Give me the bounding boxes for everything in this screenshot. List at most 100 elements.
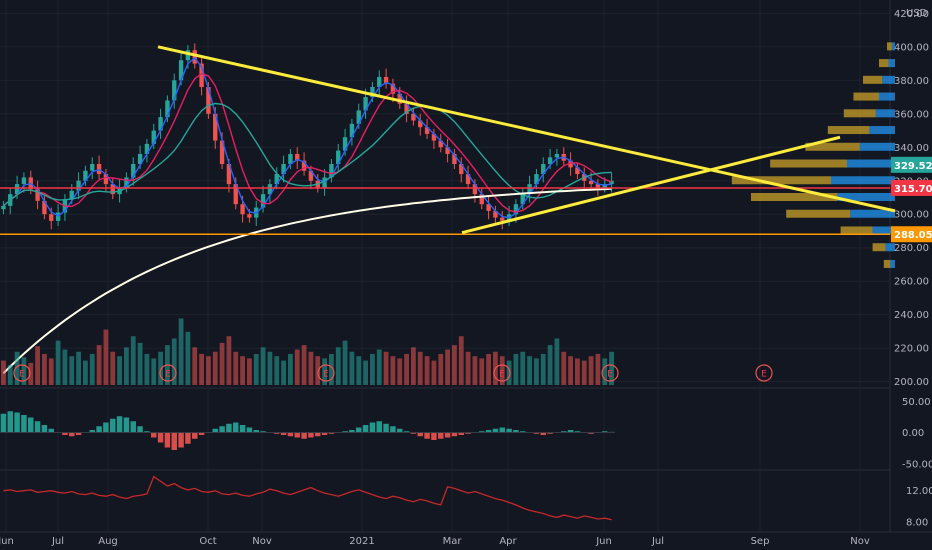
candle-body (233, 184, 238, 205)
macd-bar (383, 423, 389, 433)
volume-bar (486, 353, 491, 385)
ma-mid-line (2, 72, 612, 213)
candle-body (418, 120, 423, 128)
volatility-tick-label: 12.00 (906, 486, 932, 497)
macd-bar (485, 430, 492, 433)
volume-bar (294, 349, 300, 385)
candle-body (397, 93, 402, 104)
volume-bar (48, 358, 54, 385)
macd-bar (239, 425, 246, 433)
volume-bar (479, 358, 485, 385)
volume-bar (7, 365, 13, 385)
volume-bar (76, 351, 81, 385)
volume-bar (206, 356, 211, 385)
candle-body (500, 217, 505, 221)
macd-bar (89, 430, 95, 433)
time-tick-label: Sep (751, 536, 770, 547)
candle-body (49, 214, 54, 221)
volume-bar (417, 351, 423, 385)
time-tick-label: Jun (595, 536, 612, 547)
price-tick-label: 380.00 (894, 76, 929, 87)
volume-profile-up-bar (847, 159, 895, 168)
macd-bar (28, 417, 34, 433)
candle-body (144, 143, 150, 154)
candle-body (301, 160, 307, 171)
volume-profile-down-bar (887, 42, 892, 51)
volume-profile-up-bar (888, 59, 895, 68)
volume-bar (342, 340, 348, 385)
macd-bar (465, 432, 471, 434)
volume-bar (124, 347, 129, 385)
macd-bar (547, 432, 553, 434)
price-tick-label: 280.00 (894, 243, 929, 254)
candle-body (240, 204, 245, 215)
candle-body (493, 210, 498, 218)
volume-bar (247, 358, 252, 385)
volume-bar (431, 360, 437, 385)
earnings-marker (493, 364, 511, 382)
candle-body (308, 170, 314, 181)
volume-bar (28, 362, 34, 385)
volume-bar (89, 353, 95, 385)
volatility-tick-label: 8.00 (906, 518, 928, 529)
volume-bar (575, 358, 580, 385)
volume-profile-down-bar (853, 92, 879, 101)
macd-bar (103, 422, 109, 433)
macd-tick-label: 50.00 (902, 397, 931, 408)
volume-bar (383, 351, 389, 385)
volume-profile-down-bar (805, 142, 860, 151)
macd-bar (362, 425, 369, 433)
macd-bar (137, 426, 143, 433)
volume-bar (151, 358, 157, 385)
candle-body (1, 205, 6, 210)
candle-body (21, 177, 27, 185)
candle-body (124, 177, 129, 188)
candle-body (213, 113, 218, 141)
macd-bar (540, 432, 546, 435)
macd-bar (14, 412, 20, 433)
macd-bar (287, 432, 294, 437)
price-tick-label: 220.00 (894, 344, 929, 355)
earnings-marker (601, 364, 619, 382)
candle-body (486, 204, 491, 211)
candle-body (588, 180, 594, 185)
volume-bar (506, 360, 512, 385)
volume-bar (226, 336, 232, 385)
volume-bar (212, 351, 218, 385)
candle-body (192, 50, 197, 64)
earnings-marker-label: E (19, 370, 25, 380)
candle-body (260, 194, 266, 208)
volume-bar (281, 360, 286, 385)
candle-body (83, 170, 88, 181)
volume-bar (69, 356, 75, 385)
macd-bar (62, 432, 68, 435)
macd-bar (144, 431, 150, 433)
candle-body (76, 180, 81, 191)
candle-body (431, 133, 437, 141)
earnings-marker-label: E (607, 370, 613, 380)
volume-profile-up-bar (891, 42, 895, 51)
volume-bar (534, 358, 539, 385)
volume-bar (329, 353, 334, 385)
macd-bar (48, 428, 54, 433)
macd-bar (226, 423, 232, 433)
candle-body (165, 100, 170, 118)
macd-bar (69, 432, 75, 437)
level-price-badge (891, 179, 932, 196)
candle-body (363, 97, 368, 111)
volume-bar (21, 357, 27, 385)
volume-bar (335, 347, 341, 385)
candle-body (151, 130, 156, 144)
candle-body (199, 63, 204, 88)
volume-bar (452, 345, 457, 385)
macd-bar (171, 432, 177, 450)
volume-bar (144, 353, 150, 385)
price-tick-label: 300.00 (894, 210, 929, 221)
macd-bar (7, 411, 13, 433)
volume-profile-up-bar (850, 209, 895, 218)
macd-bar (151, 432, 157, 438)
candle-body (547, 157, 553, 165)
volume-bar (192, 347, 198, 385)
candle-body (513, 204, 519, 215)
